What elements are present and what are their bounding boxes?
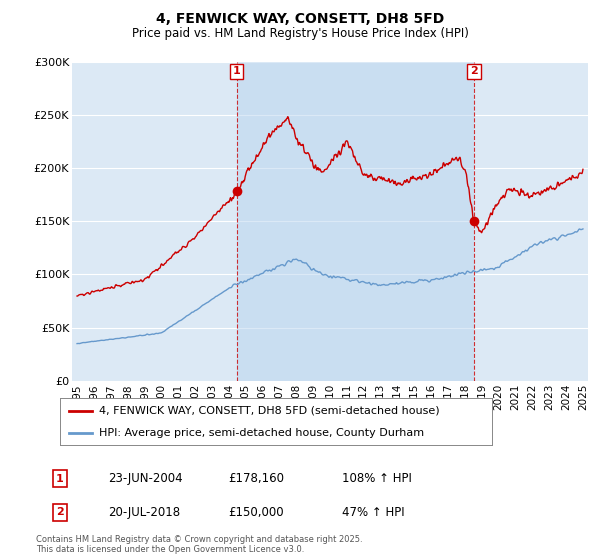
Text: 47% ↑ HPI: 47% ↑ HPI [342,506,404,519]
Text: 20-JUL-2018: 20-JUL-2018 [108,506,180,519]
Text: 108% ↑ HPI: 108% ↑ HPI [342,472,412,486]
Text: £150,000: £150,000 [228,506,284,519]
Bar [237,62,474,381]
Text: 4, FENWICK WAY, CONSETT, DH8 5FD: 4, FENWICK WAY, CONSETT, DH8 5FD [156,12,444,26]
Text: 4, FENWICK WAY, CONSETT, DH8 5FD (semi-detached house): 4, FENWICK WAY, CONSETT, DH8 5FD (semi-d… [99,406,440,416]
Text: HPI: Average price, semi-detached house, County Durham: HPI: Average price, semi-detached house,… [99,428,424,438]
Text: 1: 1 [56,474,64,484]
Text: 1: 1 [233,67,241,76]
Text: £178,160: £178,160 [228,472,284,486]
Text: 23-JUN-2004: 23-JUN-2004 [108,472,182,486]
Text: Price paid vs. HM Land Registry's House Price Index (HPI): Price paid vs. HM Land Registry's House … [131,27,469,40]
Text: 2: 2 [470,67,478,76]
Text: 2: 2 [56,507,64,517]
Text: Contains HM Land Registry data © Crown copyright and database right 2025.
This d: Contains HM Land Registry data © Crown c… [36,535,362,554]
